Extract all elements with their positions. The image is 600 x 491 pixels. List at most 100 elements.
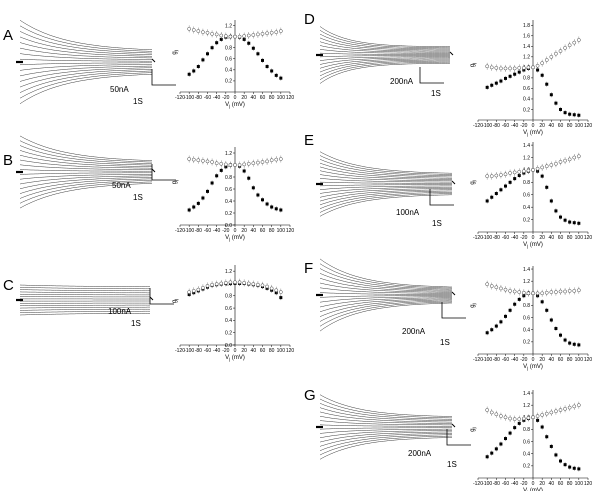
gj-instantaneous-point — [251, 33, 256, 37]
panel-g: G 200nA 1S -120 -100 -80 -60 -40 -20 0 20 40 60 80 100… — [304, 387, 592, 491]
gj-steady-state-point — [554, 101, 558, 105]
gj-instantaneous-point — [526, 168, 531, 173]
gj-instantaneous-point — [563, 46, 567, 50]
current-trace — [319, 277, 453, 292]
current-trace — [319, 287, 452, 294]
gj-instantaneous-point — [503, 415, 508, 420]
gj-instantaneous-point — [214, 161, 219, 166]
gj-instantaneous-point — [224, 34, 228, 38]
gj-steady-state-point — [270, 205, 274, 209]
gj-instantaneous-point — [210, 160, 214, 164]
scale-time-label: 1S — [447, 460, 457, 469]
gj-steady-state-point — [577, 343, 581, 347]
gj-instantaneous-point — [549, 163, 554, 167]
x-tick-label: 60 — [260, 95, 266, 101]
x-tick-label: 80 — [269, 95, 275, 101]
gj-steady-state-point — [559, 333, 562, 337]
panel-letter: D — [304, 11, 315, 28]
scale-bar: 200nA 1S — [402, 302, 466, 347]
gj-steady-state-point — [201, 58, 205, 62]
current-trace — [319, 435, 452, 456]
current-trace — [319, 296, 452, 303]
gj-steady-state-point — [577, 221, 581, 225]
gj-steady-state-point — [485, 199, 489, 203]
current-trace — [19, 69, 152, 88]
x-tick-label: -20 — [520, 357, 527, 363]
current-trace — [319, 30, 451, 49]
gj-instantaneous-point — [214, 282, 219, 286]
y-tick-label: 0.8 — [523, 180, 530, 186]
gj-instantaneous-point — [237, 280, 242, 285]
x-tick-label: -20 — [520, 123, 527, 129]
gj-vj-plot: -120 -100 -80 -60 -40 -20 0 20 40 60 80 100 120 0.2 0.… — [172, 20, 294, 109]
current-trace — [319, 58, 451, 69]
scale-bar-lines — [446, 429, 471, 446]
y-tick-label: 1.0 — [225, 281, 232, 287]
scale-bar-lines — [151, 69, 176, 86]
current-trace — [319, 299, 452, 317]
x-axis-label: Vj (mV) — [523, 242, 543, 249]
gj-instantaneous-point — [242, 162, 246, 167]
gj-instantaneous-point — [274, 30, 279, 35]
gj-steady-state-point — [279, 208, 283, 212]
y-tick-label: 0.0 — [225, 223, 232, 229]
x-tick-label: -20 — [520, 481, 527, 487]
y-tick-label: 0.8 — [523, 303, 530, 309]
gj-steady-state-point — [279, 296, 283, 300]
y-tick-label: 0.8 — [523, 76, 530, 82]
panel-letter: F — [304, 260, 313, 277]
gj-instantaneous-point — [251, 282, 256, 286]
x-tick-label: -40 — [511, 481, 518, 487]
y-tick-label: 0.6 — [225, 57, 232, 63]
current-trace — [19, 164, 152, 170]
scale-bar-lines — [419, 67, 444, 84]
y-axis-label: gj — [470, 303, 477, 307]
gj-steady-state-point — [261, 58, 264, 62]
gj-instantaneous-point — [228, 34, 233, 39]
gj-steady-state-point — [545, 435, 549, 439]
current-trace — [319, 297, 452, 308]
gj-instantaneous-point — [228, 163, 233, 167]
current-trace — [319, 61, 451, 80]
current-trace — [319, 282, 452, 293]
gj-instantaneous-point — [572, 404, 577, 409]
scale-bar-lines — [149, 288, 174, 305]
gj-steady-state-point — [494, 81, 498, 85]
gj-instantaneous-point — [219, 281, 224, 286]
gj-steady-state-point — [485, 85, 489, 89]
gj-instantaneous-point — [191, 28, 196, 32]
y-axis-label: gj — [470, 427, 477, 431]
x-tick-label: -120 — [473, 235, 483, 241]
x-axis-label: Vj (mV) — [523, 364, 543, 371]
gj-steady-state-point — [499, 79, 503, 83]
x-tick-label: 20 — [241, 348, 247, 354]
scale-time-label: 1S — [440, 338, 450, 347]
gj-instantaneous-point — [196, 287, 201, 292]
gj-instantaneous-point — [260, 32, 265, 36]
gj-steady-state-point — [192, 69, 196, 73]
current-trace — [319, 155, 453, 175]
current-trace — [319, 26, 451, 48]
scale-current-label: 100nA — [396, 208, 420, 217]
gj-steady-state-point — [187, 72, 191, 76]
gj-steady-state-point — [517, 421, 521, 425]
x-tick-label: 60 — [558, 357, 564, 363]
gj-instantaneous-point — [260, 283, 265, 288]
gj-steady-state-point — [490, 328, 494, 332]
gj-instantaneous-point — [274, 288, 279, 293]
y-tick-label: 0.2 — [225, 211, 232, 217]
gj-instantaneous-point — [563, 158, 567, 163]
panel-letter: B — [3, 152, 13, 169]
y-tick-label: 0.2 — [523, 217, 530, 223]
gj-instantaneous-point — [554, 290, 558, 294]
current-trace — [319, 273, 452, 291]
gj-steady-state-point — [499, 320, 503, 324]
gj-steady-state-point — [554, 327, 558, 331]
x-tick-label: 100 — [575, 123, 584, 129]
scale-bar-lines — [151, 164, 176, 181]
x-tick-label: -60 — [502, 357, 509, 363]
current-trace — [19, 65, 152, 77]
current-trace — [319, 292, 452, 295]
x-tick-label: -60 — [204, 95, 211, 101]
current-trace — [319, 49, 451, 54]
